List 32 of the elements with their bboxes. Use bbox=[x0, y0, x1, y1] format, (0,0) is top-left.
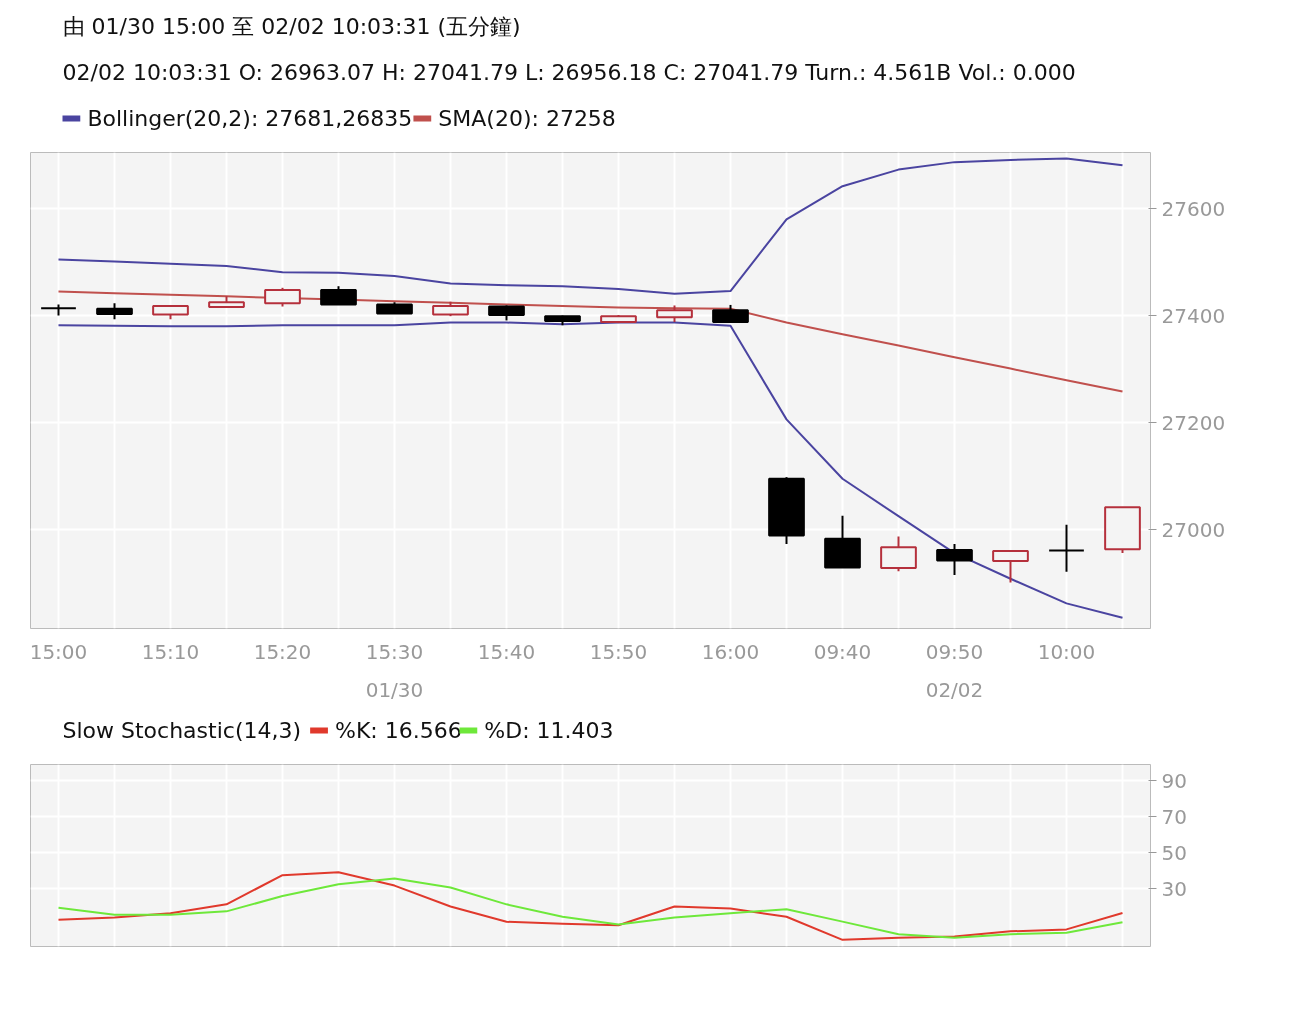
legend-label: Bollinger(20,2): 27681,26835 bbox=[87, 106, 413, 131]
x-tick-label: 15:40 bbox=[477, 639, 536, 664]
x-tick-label: 15:50 bbox=[589, 639, 648, 664]
candlestick bbox=[40, 303, 77, 317]
x-tick-label: 16:00 bbox=[701, 639, 760, 664]
y-tick-label: 27400 bbox=[1161, 303, 1226, 328]
chart-title: Slow Stochastic(14,3) bbox=[62, 718, 302, 743]
chart-subtitle: 02/02 10:03:31 O: 26963.07 H: 27041.79 L: 26956.18 C: 27041.79 Turn.: 4.561B Vol.: 0.000 bbox=[62, 60, 1076, 85]
y-tick-label: 90 bbox=[1161, 768, 1187, 793]
line-series bbox=[57, 321, 1124, 619]
text: 01/30 bbox=[365, 677, 424, 702]
legend-label: %K: 16.566 bbox=[335, 718, 462, 743]
x-tick-label: 09:40 bbox=[813, 639, 872, 664]
chart-title: 由 01/30 15:00 至 02/02 10:03:31 (五分鐘) bbox=[62, 14, 521, 39]
legend-label: %D: 11.403 bbox=[484, 718, 614, 743]
y-tick-label: 27000 bbox=[1161, 517, 1226, 542]
x-tick-label: 09:50 bbox=[925, 639, 984, 664]
x-tick-label: 15:00 bbox=[29, 639, 88, 664]
y-tick-label: 27200 bbox=[1161, 410, 1226, 435]
x-tick-label: 15:30 bbox=[365, 639, 424, 664]
y-tick-label: 50 bbox=[1161, 840, 1187, 865]
y-tick-label: 70 bbox=[1161, 804, 1187, 829]
y-tick-label: 27600 bbox=[1161, 196, 1226, 221]
line-series bbox=[57, 290, 1124, 393]
x-tick-label: 15:10 bbox=[141, 639, 200, 664]
x-tick-label: 10:00 bbox=[1037, 639, 1096, 664]
legend-label: SMA(20): 27258 bbox=[438, 106, 616, 131]
x-tick-label: 15:20 bbox=[253, 639, 312, 664]
text: 02/02 bbox=[925, 677, 984, 702]
y-tick-label: 30 bbox=[1161, 876, 1187, 901]
candlestick bbox=[1048, 523, 1085, 573]
line-series bbox=[57, 157, 1124, 295]
